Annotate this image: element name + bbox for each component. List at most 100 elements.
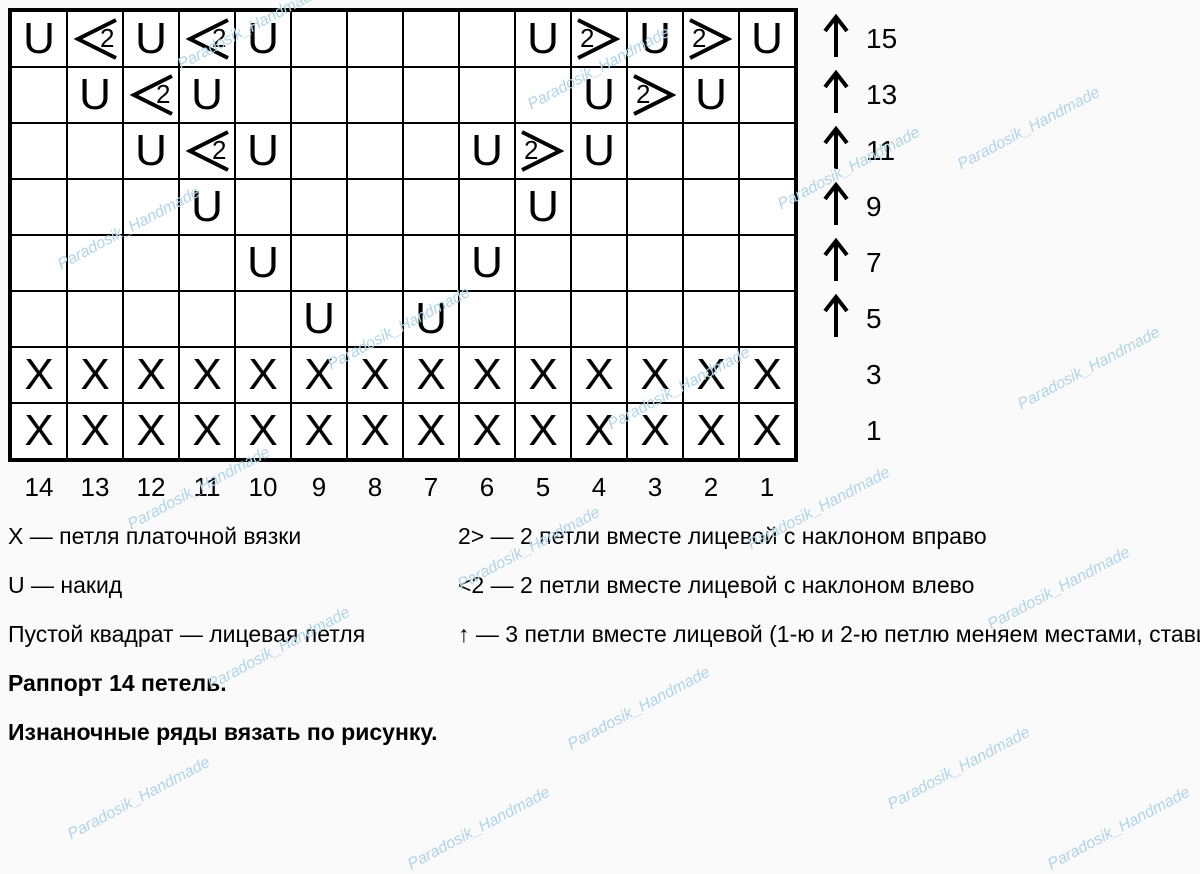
chart-cell: X [515, 403, 571, 459]
svg-text:2: 2 [212, 135, 226, 165]
chart-cell: 2 [123, 67, 179, 123]
chart-cell [67, 291, 123, 347]
chart-cell [11, 235, 67, 291]
chart-cell: X [291, 347, 347, 403]
chart-cell [739, 235, 795, 291]
chart-cell: X [627, 403, 683, 459]
chart-area: U2U2UU2U2UU2UU2UU2UU2UUUUUUUXXXXXXXXXXXX… [8, 8, 1200, 748]
chart-cell [291, 123, 347, 179]
chart-cell [235, 67, 291, 123]
chart-cell: X [67, 403, 123, 459]
col-label: 1 [739, 472, 795, 503]
chart-cell [459, 291, 515, 347]
row-label: 15 [816, 11, 897, 67]
chart-cell [67, 179, 123, 235]
legend-right: 2> — 2 петли вместе лицевой с наклоном в… [458, 521, 1200, 748]
chart-cell: 2 [179, 123, 235, 179]
chart-cell [515, 291, 571, 347]
chart-cell [67, 123, 123, 179]
chart-cell: U [11, 11, 67, 67]
col-label: 11 [179, 472, 235, 503]
svg-text:2: 2 [156, 79, 170, 109]
col-label: 14 [11, 472, 67, 503]
chart-cell [627, 123, 683, 179]
chart-cell [123, 235, 179, 291]
chart-cell: U [67, 67, 123, 123]
col-label: 3 [627, 472, 683, 503]
svg-text:2: 2 [212, 23, 226, 53]
chart-cell [347, 67, 403, 123]
col-label: 10 [235, 472, 291, 503]
chart-cell [347, 179, 403, 235]
col-label: 7 [403, 472, 459, 503]
chart-cell [347, 123, 403, 179]
watermark: Paradosik_Handmade [405, 784, 553, 874]
chart-cell [403, 179, 459, 235]
chart-cell: 2 [683, 11, 739, 67]
chart-cell [179, 235, 235, 291]
col-label: 4 [571, 472, 627, 503]
chart-cell [291, 11, 347, 67]
legend-item: U — накид [8, 570, 438, 601]
chart-cell [571, 291, 627, 347]
col-label: 8 [347, 472, 403, 503]
chart-cell: X [683, 347, 739, 403]
chart-cell: U [515, 179, 571, 235]
legend-item: Х — петля платочной вязки [8, 521, 438, 552]
row-label: 9 [816, 179, 897, 235]
chart-cell: X [123, 347, 179, 403]
chart-cell: U [179, 67, 235, 123]
chart-cell: U [403, 291, 459, 347]
chart-cell [179, 291, 235, 347]
svg-text:2: 2 [100, 23, 114, 53]
chart-cell: 2 [179, 11, 235, 67]
chart-cell: X [347, 347, 403, 403]
chart-cell [347, 11, 403, 67]
chart-cell [739, 179, 795, 235]
chart-cell [291, 235, 347, 291]
chart-cell: U [291, 291, 347, 347]
chart-cell: U [235, 123, 291, 179]
chart-cell [11, 67, 67, 123]
chart-cell: U [123, 11, 179, 67]
chart-cell: U [571, 123, 627, 179]
chart-cell [459, 11, 515, 67]
chart-cell [403, 67, 459, 123]
chart-cell: X [291, 403, 347, 459]
col-label: 12 [123, 472, 179, 503]
chart-cell: U [235, 235, 291, 291]
chart-cell: U [459, 123, 515, 179]
chart-cell: U [515, 11, 571, 67]
chart-cell [123, 179, 179, 235]
chart-cell [627, 179, 683, 235]
chart-cell [403, 123, 459, 179]
chart-cell: X [235, 347, 291, 403]
chart-cell: X [459, 347, 515, 403]
chart-cell: U [627, 11, 683, 67]
chart-cell [739, 67, 795, 123]
row-label: 13 [816, 67, 897, 123]
row-label: 1 [816, 403, 897, 459]
watermark: Paradosik_Handmade [65, 754, 213, 844]
chart-cell: U [459, 235, 515, 291]
chart-cell: X [179, 347, 235, 403]
row-label: 5 [816, 291, 897, 347]
chart-cell: X [459, 403, 515, 459]
legend-item: Пустой квадрат — лицевая петля [8, 619, 438, 650]
chart-cell: X [179, 403, 235, 459]
chart-cell: X [571, 403, 627, 459]
chart-cell [67, 235, 123, 291]
chart-cell: X [67, 347, 123, 403]
chart-cell [627, 235, 683, 291]
legend-item: 2> — 2 петли вместе лицевой с наклоном в… [458, 521, 1200, 552]
chart-cell [11, 291, 67, 347]
chart-cell: X [627, 347, 683, 403]
knitting-chart-grid: U2U2UU2U2UU2UU2UU2UU2UUUUUUUXXXXXXXXXXXX… [8, 8, 798, 462]
col-label: 13 [67, 472, 123, 503]
svg-text:2: 2 [636, 79, 650, 109]
chart-cell [291, 179, 347, 235]
row-label: 11 [816, 123, 897, 179]
col-label: 2 [683, 472, 739, 503]
legend-left: Х — петля платочной вязки U — накид Пуст… [8, 521, 438, 748]
legend-item: Раппорт 14 петель. [8, 668, 438, 699]
